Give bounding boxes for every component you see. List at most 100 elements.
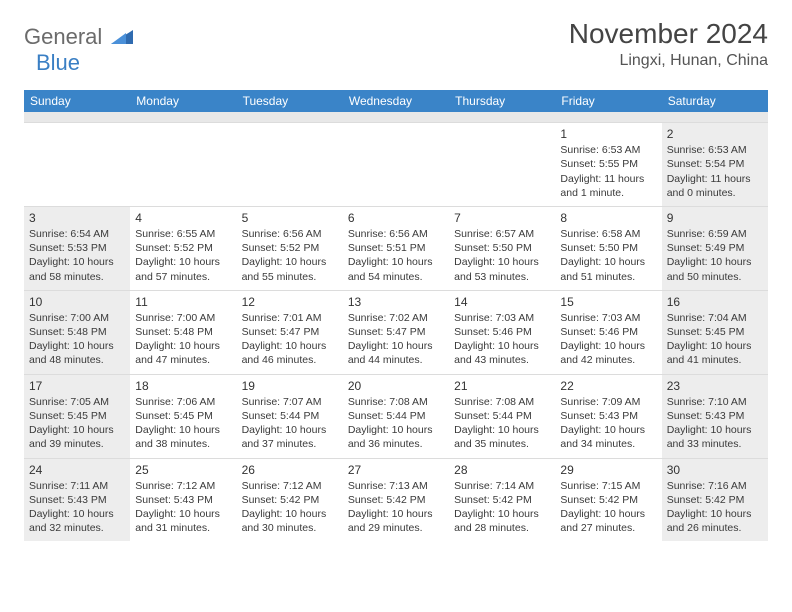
month-title: November 2024 bbox=[569, 18, 768, 50]
weekday-header-row: SundayMondayTuesdayWednesdayThursdayFrid… bbox=[24, 90, 768, 112]
calendar-cell: 23Sunrise: 7:10 AMSunset: 5:43 PMDayligh… bbox=[662, 374, 768, 458]
day-number: 20 bbox=[348, 378, 444, 394]
sunset-line: Sunset: 5:51 PM bbox=[348, 241, 444, 255]
day-number: 12 bbox=[242, 294, 338, 310]
daylight-line: Daylight: 10 hours and 37 minutes. bbox=[242, 423, 338, 451]
sunrise-line: Sunrise: 6:59 AM bbox=[667, 227, 763, 241]
daylight-line: Daylight: 11 hours and 0 minutes. bbox=[667, 172, 763, 200]
calendar-cell: 1Sunrise: 6:53 AMSunset: 5:55 PMDaylight… bbox=[555, 122, 661, 206]
sunrise-line: Sunrise: 7:10 AM bbox=[667, 395, 763, 409]
calendar-cell: 6Sunrise: 6:56 AMSunset: 5:51 PMDaylight… bbox=[343, 206, 449, 290]
weekday-header-cell: Sunday bbox=[24, 90, 130, 112]
sunrise-line: Sunrise: 7:11 AM bbox=[29, 479, 125, 493]
day-number: 13 bbox=[348, 294, 444, 310]
sunset-line: Sunset: 5:54 PM bbox=[667, 157, 763, 171]
calendar-cell: 8Sunrise: 6:58 AMSunset: 5:50 PMDaylight… bbox=[555, 206, 661, 290]
day-number: 23 bbox=[667, 378, 763, 394]
sunset-line: Sunset: 5:47 PM bbox=[348, 325, 444, 339]
day-number: 21 bbox=[454, 378, 550, 394]
sunrise-line: Sunrise: 7:01 AM bbox=[242, 311, 338, 325]
weekday-header-cell: Friday bbox=[555, 90, 661, 112]
sunrise-line: Sunrise: 7:07 AM bbox=[242, 395, 338, 409]
daylight-line: Daylight: 10 hours and 30 minutes. bbox=[242, 507, 338, 535]
sunset-line: Sunset: 5:42 PM bbox=[242, 493, 338, 507]
sunrise-line: Sunrise: 7:04 AM bbox=[667, 311, 763, 325]
daylight-line: Daylight: 10 hours and 33 minutes. bbox=[667, 423, 763, 451]
sunrise-line: Sunrise: 7:15 AM bbox=[560, 479, 656, 493]
calendar-cell: 4Sunrise: 6:55 AMSunset: 5:52 PMDaylight… bbox=[130, 206, 236, 290]
logo-text-1: General bbox=[24, 24, 102, 49]
calendar-cell: 25Sunrise: 7:12 AMSunset: 5:43 PMDayligh… bbox=[130, 458, 236, 542]
sunset-line: Sunset: 5:46 PM bbox=[454, 325, 550, 339]
sunset-line: Sunset: 5:44 PM bbox=[242, 409, 338, 423]
daylight-line: Daylight: 10 hours and 53 minutes. bbox=[454, 255, 550, 283]
sunrise-line: Sunrise: 7:00 AM bbox=[29, 311, 125, 325]
day-number: 15 bbox=[560, 294, 656, 310]
calendar-cell-empty bbox=[449, 122, 555, 206]
sunset-line: Sunset: 5:48 PM bbox=[135, 325, 231, 339]
sunset-line: Sunset: 5:47 PM bbox=[242, 325, 338, 339]
calendar-body: 1Sunrise: 6:53 AMSunset: 5:55 PMDaylight… bbox=[24, 122, 768, 541]
calendar-cell: 15Sunrise: 7:03 AMSunset: 5:46 PMDayligh… bbox=[555, 290, 661, 374]
calendar-cell-empty bbox=[130, 122, 236, 206]
daylight-line: Daylight: 10 hours and 51 minutes. bbox=[560, 255, 656, 283]
sunrise-line: Sunrise: 7:14 AM bbox=[454, 479, 550, 493]
day-number: 4 bbox=[135, 210, 231, 226]
sunrise-line: Sunrise: 7:03 AM bbox=[560, 311, 656, 325]
calendar-cell: 28Sunrise: 7:14 AMSunset: 5:42 PMDayligh… bbox=[449, 458, 555, 542]
daylight-line: Daylight: 10 hours and 50 minutes. bbox=[667, 255, 763, 283]
sunset-line: Sunset: 5:43 PM bbox=[29, 493, 125, 507]
day-number: 5 bbox=[242, 210, 338, 226]
day-number: 19 bbox=[242, 378, 338, 394]
sunset-line: Sunset: 5:44 PM bbox=[454, 409, 550, 423]
sunrise-line: Sunrise: 7:02 AM bbox=[348, 311, 444, 325]
sunrise-line: Sunrise: 7:09 AM bbox=[560, 395, 656, 409]
daylight-line: Daylight: 10 hours and 34 minutes. bbox=[560, 423, 656, 451]
sunrise-line: Sunrise: 6:56 AM bbox=[242, 227, 338, 241]
sunset-line: Sunset: 5:42 PM bbox=[667, 493, 763, 507]
brand-logo: General Blue bbox=[24, 18, 133, 76]
calendar-cell-empty bbox=[343, 122, 449, 206]
calendar-cell-empty bbox=[24, 122, 130, 206]
sunset-line: Sunset: 5:42 PM bbox=[560, 493, 656, 507]
daylight-line: Daylight: 10 hours and 31 minutes. bbox=[135, 507, 231, 535]
sunset-line: Sunset: 5:52 PM bbox=[135, 241, 231, 255]
daylight-line: Daylight: 10 hours and 41 minutes. bbox=[667, 339, 763, 367]
logo-text-2: Blue bbox=[36, 50, 80, 75]
calendar-cell-empty bbox=[237, 122, 343, 206]
calendar-cell: 19Sunrise: 7:07 AMSunset: 5:44 PMDayligh… bbox=[237, 374, 343, 458]
location-text: Lingxi, Hunan, China bbox=[569, 52, 768, 70]
daylight-line: Daylight: 11 hours and 1 minute. bbox=[560, 172, 656, 200]
day-number: 8 bbox=[560, 210, 656, 226]
calendar-cell: 5Sunrise: 6:56 AMSunset: 5:52 PMDaylight… bbox=[237, 206, 343, 290]
sunrise-line: Sunrise: 6:58 AM bbox=[560, 227, 656, 241]
daylight-line: Daylight: 10 hours and 58 minutes. bbox=[29, 255, 125, 283]
daylight-line: Daylight: 10 hours and 54 minutes. bbox=[348, 255, 444, 283]
logo-wrap: General Blue bbox=[24, 24, 133, 76]
day-number: 11 bbox=[135, 294, 231, 310]
daylight-line: Daylight: 10 hours and 36 minutes. bbox=[348, 423, 444, 451]
calendar-cell: 16Sunrise: 7:04 AMSunset: 5:45 PMDayligh… bbox=[662, 290, 768, 374]
daylight-line: Daylight: 10 hours and 39 minutes. bbox=[29, 423, 125, 451]
day-number: 7 bbox=[454, 210, 550, 226]
day-number: 29 bbox=[560, 462, 656, 478]
daylight-line: Daylight: 10 hours and 27 minutes. bbox=[560, 507, 656, 535]
calendar-grid: SundayMondayTuesdayWednesdayThursdayFrid… bbox=[24, 90, 768, 541]
daylight-line: Daylight: 10 hours and 43 minutes. bbox=[454, 339, 550, 367]
sunset-line: Sunset: 5:53 PM bbox=[29, 241, 125, 255]
sunrise-line: Sunrise: 6:53 AM bbox=[560, 143, 656, 157]
calendar-cell: 20Sunrise: 7:08 AMSunset: 5:44 PMDayligh… bbox=[343, 374, 449, 458]
day-number: 30 bbox=[667, 462, 763, 478]
daylight-line: Daylight: 10 hours and 42 minutes. bbox=[560, 339, 656, 367]
sunrise-line: Sunrise: 7:00 AM bbox=[135, 311, 231, 325]
calendar-cell: 13Sunrise: 7:02 AMSunset: 5:47 PMDayligh… bbox=[343, 290, 449, 374]
calendar-cell: 26Sunrise: 7:12 AMSunset: 5:42 PMDayligh… bbox=[237, 458, 343, 542]
day-number: 14 bbox=[454, 294, 550, 310]
sunrise-line: Sunrise: 6:53 AM bbox=[667, 143, 763, 157]
calendar-cell: 18Sunrise: 7:06 AMSunset: 5:45 PMDayligh… bbox=[130, 374, 236, 458]
sunset-line: Sunset: 5:42 PM bbox=[348, 493, 444, 507]
sunset-line: Sunset: 5:43 PM bbox=[135, 493, 231, 507]
day-number: 10 bbox=[29, 294, 125, 310]
calendar-cell: 9Sunrise: 6:59 AMSunset: 5:49 PMDaylight… bbox=[662, 206, 768, 290]
daylight-line: Daylight: 10 hours and 48 minutes. bbox=[29, 339, 125, 367]
